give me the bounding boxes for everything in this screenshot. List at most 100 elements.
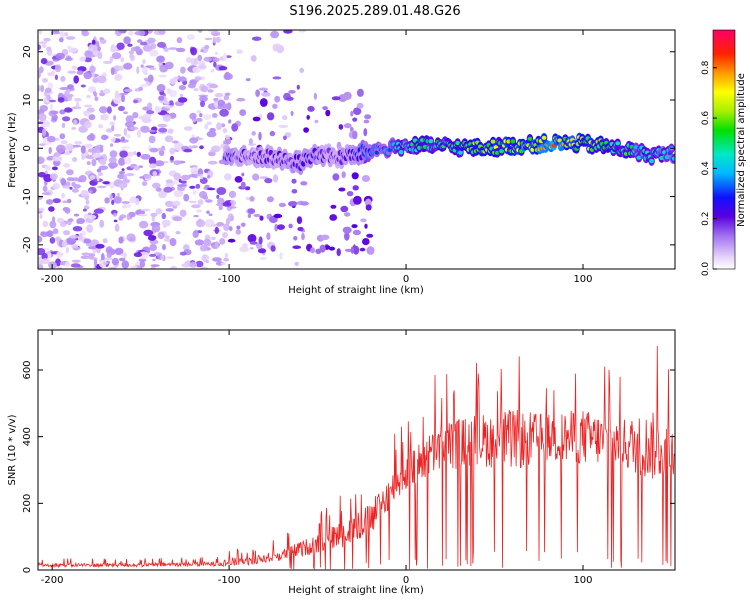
- heatmap-noise-blob: [223, 223, 230, 231]
- colorbar-tick-label: 0.8: [701, 60, 711, 75]
- heatmap-noise-blob: [165, 179, 173, 184]
- heatmap-noise-blob: [172, 216, 183, 222]
- y-tick-label: 10: [22, 94, 33, 107]
- heatmap-transition-blob: [303, 127, 309, 133]
- heatmap-noise-blob: [96, 168, 102, 173]
- heatmap-transition-blob: [320, 234, 330, 240]
- heatmap-noise-blob: [80, 190, 89, 197]
- heatmap-noise-blob: [200, 100, 205, 108]
- heatmap-noise-blob: [71, 188, 79, 193]
- heatmap-noise-blob: [122, 203, 132, 209]
- heatmap-noise-blob: [66, 143, 74, 152]
- heatmap-noise-blob: [126, 134, 131, 139]
- heatmap-noise-blob: [204, 184, 210, 188]
- heatmap-noise-blob: [55, 138, 60, 141]
- heatmap-noise-blob: [99, 37, 104, 41]
- heatmap-noise-blob: [99, 145, 104, 153]
- heatmap-noise-blob: [152, 258, 156, 262]
- heatmap-noise-blob: [199, 64, 207, 70]
- heatmap-noise-blob: [42, 78, 48, 83]
- heatmap-transition-blob: [228, 190, 237, 198]
- heatmap-noise-blob: [85, 217, 94, 224]
- heatmap-noise-blob: [157, 41, 166, 48]
- heatmap-noise-blob: [272, 174, 279, 183]
- heatmap-noise-blob: [189, 261, 198, 268]
- heatmap-noise-blob: [188, 174, 197, 178]
- colorbar-tick-label: 0.0: [701, 262, 711, 277]
- heatmap-noise-blob: [87, 212, 92, 216]
- heatmap-transition-blob: [274, 223, 279, 232]
- heatmap-transition-blob: [356, 102, 364, 109]
- heatmap-noise-blob: [169, 147, 176, 155]
- heatmap-noise-blob: [98, 172, 104, 176]
- heatmap-noise-blob: [189, 185, 196, 189]
- heatmap-transition-blob: [291, 189, 298, 194]
- heatmap-noise-blob: [126, 151, 134, 157]
- heatmap-noise-blob: [38, 143, 46, 147]
- heatmap-noise-blob: [209, 84, 219, 89]
- colorbar-gradient: [712, 29, 736, 270]
- heatmap-transition-blob: [352, 117, 358, 122]
- heatmap-noise-blob: [164, 61, 174, 70]
- heatmap-noise-blob: [136, 129, 141, 138]
- heatmap-noise-blob: [103, 88, 111, 94]
- heatmap-noise-blob: [74, 141, 83, 145]
- heatmap-noise-blob: [225, 55, 232, 58]
- heatmap-noise-blob: [47, 231, 53, 237]
- heatmap-transition-blob: [258, 131, 262, 141]
- heatmap-noise-blob: [112, 212, 118, 217]
- heatmap-noise-blob: [209, 149, 217, 153]
- heatmap-noise-blob: [245, 196, 250, 201]
- heatmap-noise-blob: [143, 229, 154, 237]
- heatmap-noise-blob: [191, 204, 201, 209]
- heatmap-transition-blob: [235, 229, 241, 235]
- heatmap-noise-blob: [249, 247, 254, 250]
- heatmap-noise-blob: [197, 30, 203, 33]
- heatmap-transition-blob: [353, 195, 362, 205]
- heatmap-noise-blob: [150, 212, 158, 217]
- heatmap-transition-blob: [249, 241, 258, 245]
- heatmap-noise-blob: [52, 183, 60, 190]
- heatmap-noise-blob: [40, 258, 51, 265]
- heatmap-ridge-core: [398, 150, 404, 155]
- heatmap-noise-blob: [150, 264, 160, 267]
- heatmap-transition-blob: [266, 196, 274, 203]
- heatmap-transition-blob: [338, 124, 344, 130]
- heatmap-noise-blob: [71, 126, 77, 130]
- heatmap-transition-blob: [344, 212, 351, 217]
- heatmap-transition-blob: [231, 123, 239, 132]
- heatmap-noise-blob: [193, 88, 199, 92]
- heatmap-transition-blob: [241, 172, 245, 177]
- heatmap-noise-blob: [69, 235, 79, 239]
- heatmap-noise-blob: [183, 148, 193, 153]
- spectrogram-x-label: Height of straight line (km): [288, 285, 424, 296]
- heatmap-noise-blob: [62, 200, 68, 204]
- heatmap-noise-blob: [73, 119, 78, 125]
- heatmap-noise-blob: [266, 232, 271, 240]
- heatmap-noise-blob: [147, 74, 154, 83]
- heatmap-noise-blob: [49, 103, 54, 111]
- heatmap-noise-blob: [190, 47, 198, 56]
- heatmap-noise-blob: [127, 43, 133, 47]
- heatmap-noise-blob: [113, 133, 122, 137]
- heatmap-noise-blob: [197, 199, 204, 206]
- heatmap-noise-blob: [83, 71, 92, 80]
- heatmap-noise-blob: [193, 214, 199, 218]
- heatmap-noise-blob: [88, 86, 97, 93]
- heatmap-noise-blob: [118, 171, 126, 174]
- heatmap-noise-blob: [108, 266, 117, 269]
- heatmap-noise-blob: [188, 200, 197, 204]
- heatmap-transition-blob: [356, 88, 364, 97]
- heatmap-transition-blob: [352, 130, 358, 140]
- heatmap-noise-blob: [208, 151, 216, 157]
- heatmap-noise-blob: [109, 56, 114, 62]
- heatmap-noise-blob: [196, 209, 203, 213]
- heatmap-noise-blob: [66, 198, 72, 204]
- heatmap-noise-blob: [148, 67, 157, 71]
- heatmap-transition-blob: [290, 110, 294, 116]
- heatmap-noise-blob: [170, 265, 178, 269]
- heatmap-transition-blob: [273, 213, 283, 219]
- heatmap-noise-blob: [47, 135, 56, 143]
- heatmap-noise-blob: [169, 78, 177, 85]
